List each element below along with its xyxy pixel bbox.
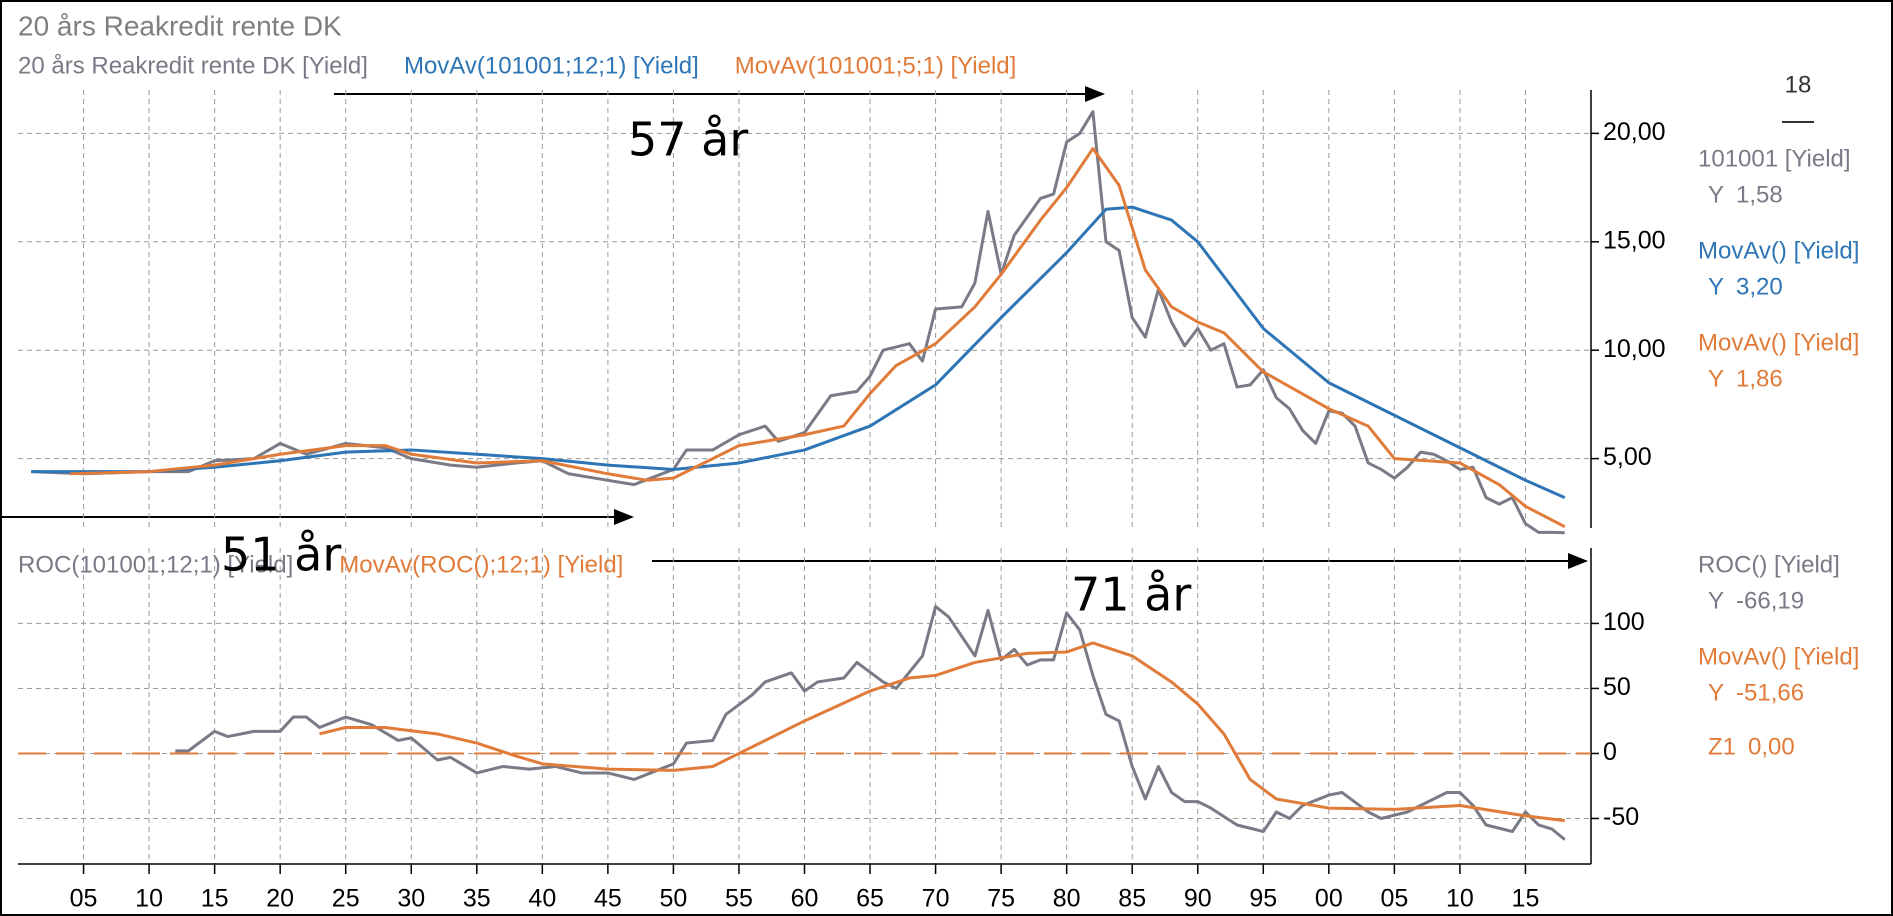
legend-entry: MovAv(101001;12;1) [Yield]	[404, 52, 699, 79]
readout-name: MovAv() [Yield]	[1698, 643, 1859, 670]
annotation: 57 år	[628, 113, 748, 167]
x-tick-label: 75	[987, 885, 1015, 913]
annotation: 71 år	[1071, 568, 1191, 622]
y-tick-label: 50	[1603, 673, 1631, 701]
x-tick-label: 05	[70, 885, 98, 913]
x-tick-label: 15	[201, 885, 229, 913]
y-tick-label: 20,00	[1603, 118, 1666, 146]
y-tick-label: 0	[1603, 738, 1617, 766]
chart-title: 20 års Reakredit rente DK	[18, 10, 342, 41]
x-tick-label: 70	[922, 885, 950, 913]
readout-axis: Y	[1708, 181, 1724, 208]
readout-axis: Y	[1708, 587, 1724, 614]
series-line	[319, 641, 1565, 823]
x-tick-label: 05	[1380, 885, 1408, 913]
x-tick-label: 85	[1118, 885, 1146, 913]
x-tick-label: 80	[1053, 885, 1081, 913]
y-tick-label: 10,00	[1603, 335, 1666, 363]
annotation: 51 år	[221, 528, 341, 582]
readout-value: 1,86	[1736, 365, 1783, 392]
x-tick-label: 35	[463, 885, 491, 913]
readout-name: MovAv() [Yield]	[1698, 237, 1859, 264]
x-tick-label: 10	[135, 885, 163, 913]
x-tick-label: 25	[332, 885, 360, 913]
cursor-label: 18	[1785, 71, 1812, 98]
x-tick-label: 15	[1512, 885, 1540, 913]
legend-entry: 20 års Reakredit rente DK [Yield]	[18, 52, 368, 79]
readout-value: 1,58	[1736, 181, 1783, 208]
x-tick-label: 00	[1315, 885, 1343, 913]
x-tick-label: 45	[594, 885, 622, 913]
x-tick-label: 95	[1249, 885, 1277, 913]
readout-name: Z1	[1708, 733, 1736, 760]
series-line	[175, 605, 1566, 841]
readout-axis: Y	[1708, 365, 1724, 392]
readout-axis: Y	[1708, 679, 1724, 706]
readout-name: MovAv() [Yield]	[1698, 329, 1859, 356]
x-tick-label: 65	[856, 885, 884, 913]
legend-entry: ROC(101001;12;1) [Yield]	[18, 551, 293, 578]
readout-value: 0,00	[1748, 733, 1795, 760]
legend-entry: MovAv(101001;5;1) [Yield]	[735, 52, 1017, 79]
series-line	[31, 205, 1566, 500]
x-tick-label: 30	[397, 885, 425, 913]
series-line	[31, 110, 1565, 535]
x-tick-label: 60	[791, 885, 819, 913]
readout-axis: Y	[1708, 273, 1724, 300]
y-tick-label: 5,00	[1603, 443, 1652, 471]
series-line	[70, 147, 1566, 529]
readout-name: 101001 [Yield]	[1698, 145, 1851, 172]
readout-value: -66,19	[1736, 587, 1804, 614]
readout-name: ROC() [Yield]	[1698, 551, 1840, 578]
y-tick-label: 100	[1603, 608, 1645, 636]
readout-value: 3,20	[1736, 273, 1783, 300]
x-tick-label: 50	[660, 885, 688, 913]
annotations	[0, 86, 1588, 569]
y-tick-label: 15,00	[1603, 226, 1666, 254]
x-tick-label: 90	[1184, 885, 1212, 913]
x-tick-label: 55	[725, 885, 753, 913]
readout-value: -51,66	[1736, 679, 1804, 706]
x-tick-label: 20	[266, 885, 294, 913]
y-tick-label: -50	[1603, 803, 1639, 831]
legend-entry: MovAv(ROC();12;1) [Yield]	[339, 551, 623, 578]
x-tick-label: 40	[528, 885, 556, 913]
x-tick-label: 10	[1446, 885, 1474, 913]
